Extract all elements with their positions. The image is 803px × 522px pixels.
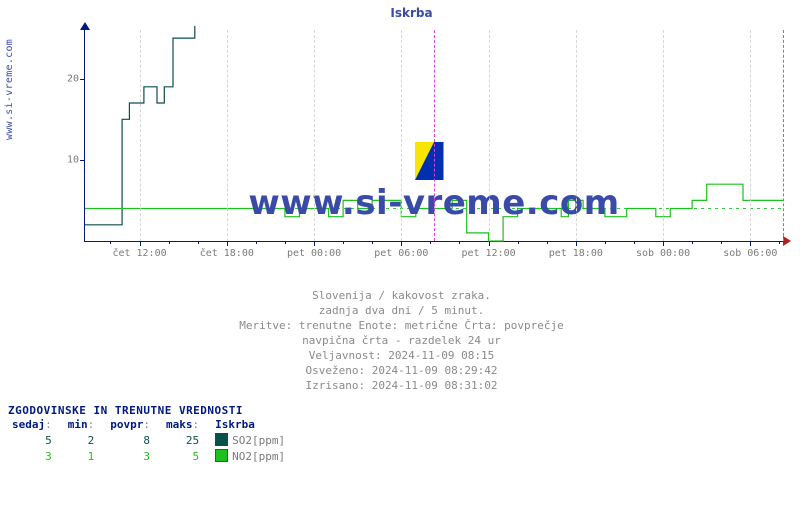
xlabel: pet 12:00 (461, 248, 515, 259)
chart: Iskrba www.si-vreme.com čet 12:00čet 18:… (28, 6, 795, 262)
gridline-v (401, 30, 402, 241)
table-cell: 3 (106, 448, 162, 464)
xtick-minor (634, 241, 635, 244)
table-cell: 5 (162, 448, 211, 464)
xlabel: pet 00:00 (287, 248, 341, 259)
gridline-v (576, 30, 577, 241)
xtick-minor (227, 241, 228, 244)
ylabel: 20 (57, 73, 79, 84)
gridline-v (140, 30, 141, 241)
chart-title: Iskrba (28, 6, 795, 20)
xtick-minor (547, 241, 548, 244)
table-cell: 3 (8, 448, 64, 464)
gridline-v (489, 30, 490, 241)
history-table: ZGODOVINSKE IN TRENUTNE VREDNOSTI sedaj:… (8, 404, 297, 464)
caption-line: Veljavnost: 2024-11-09 08:15 (0, 348, 803, 363)
table-row: 3135NO2[ppm] (8, 448, 297, 464)
table-col-header: min: (64, 417, 107, 432)
table-cell-label: SO2[ppm] (211, 432, 297, 448)
xlabel: sob 00:00 (636, 248, 690, 259)
ylabel: 10 (57, 154, 79, 165)
table-col-header: povpr: (106, 417, 162, 432)
table-cell: 1 (64, 448, 107, 464)
legend-swatch (215, 433, 228, 446)
xtick-minor (343, 241, 344, 244)
xlabel: čet 12:00 (112, 248, 166, 259)
xtick-minor (430, 241, 431, 244)
xtick-minor (518, 241, 519, 244)
xtick-minor (750, 241, 751, 244)
caption-line: Osveženo: 2024-11-09 08:29:42 (0, 363, 803, 378)
xtick-minor (140, 241, 141, 244)
xtick-minor (459, 241, 460, 244)
table-cell: 25 (162, 432, 211, 448)
legend-swatch (215, 449, 228, 462)
table-cell: 8 (106, 432, 162, 448)
xtick-minor (256, 241, 257, 244)
caption-line: Slovenija / kakovost zraka. (0, 288, 803, 303)
gridline-v (750, 30, 751, 241)
table-heading: ZGODOVINSKE IN TRENUTNE VREDNOSTI (8, 404, 297, 417)
ytick (80, 160, 85, 161)
xtick-minor (692, 241, 693, 244)
legend-label: NO2[ppm] (232, 450, 285, 463)
xtick-minor (285, 241, 286, 244)
xlabel: sob 06:00 (723, 248, 777, 259)
page-root: { "title": "Iskrba", "yaxis_label": "www… (0, 0, 803, 522)
xtick-minor (198, 241, 199, 244)
caption-line: navpična črta - razdelek 24 ur (0, 333, 803, 348)
table-cell: 2 (64, 432, 107, 448)
ytick (80, 79, 85, 80)
xtick-minor (779, 241, 780, 244)
xtick-minor (663, 241, 664, 244)
table-col-header: sedaj: (8, 417, 64, 432)
yaxis-label: www.si-vreme.com (4, 39, 15, 140)
legend-label: SO2[ppm] (232, 434, 285, 447)
xlabel: pet 18:00 (549, 248, 603, 259)
table-col-header: Iskrba (211, 417, 297, 432)
xtick-minor (110, 241, 111, 244)
xlabel: čet 18:00 (200, 248, 254, 259)
yaxis-arrow (80, 22, 90, 30)
table-cell-label: NO2[ppm] (211, 448, 297, 464)
gridline-v (227, 30, 228, 241)
xtick-minor (314, 241, 315, 244)
xaxis-arrow (783, 236, 791, 246)
plot-area: www.si-vreme.com čet 12:00čet 18:00pet 0… (84, 30, 783, 260)
gridline-v (663, 30, 664, 241)
xtick-minor (489, 241, 490, 244)
xtick-minor (576, 241, 577, 244)
xtick-minor (605, 241, 606, 244)
xtick-minor (372, 241, 373, 244)
xlabel: pet 06:00 (374, 248, 428, 259)
reference-line (434, 30, 435, 241)
caption-line: Izrisano: 2024-11-09 08:31:02 (0, 378, 803, 393)
xtick-minor (401, 241, 402, 244)
caption-line: Meritve: trenutne Enote: metrične Črta: … (0, 318, 803, 333)
caption-line: zadnja dva dni / 5 minut. (0, 303, 803, 318)
xtick-minor (721, 241, 722, 244)
table-cell: 5 (8, 432, 64, 448)
table-col-header: maks: (162, 417, 211, 432)
reference-line (783, 30, 784, 241)
gridline-v (314, 30, 315, 241)
table-row: 52825 SO2[ppm] (8, 432, 297, 448)
caption-block: Slovenija / kakovost zraka.zadnja dva dn… (0, 288, 803, 393)
xtick-minor (169, 241, 170, 244)
